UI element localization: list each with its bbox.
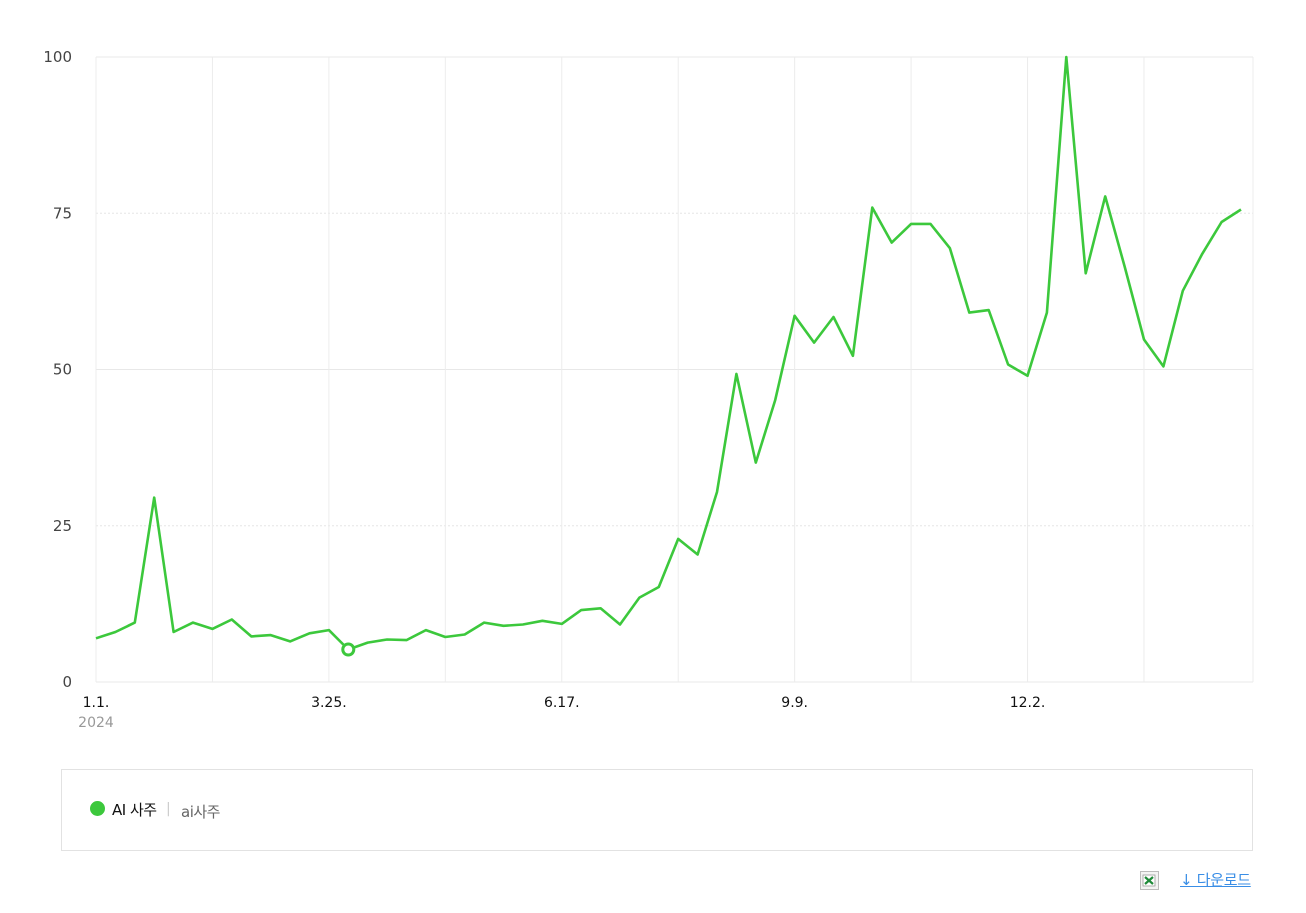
data-point[interactable] xyxy=(1141,337,1147,343)
x-tick-label: 6.17. xyxy=(544,695,580,711)
data-point[interactable] xyxy=(248,633,254,639)
legend-color-dot xyxy=(90,801,105,816)
data-point[interactable] xyxy=(209,626,215,632)
data-point[interactable] xyxy=(93,635,99,641)
data-point[interactable] xyxy=(908,221,914,227)
data-point[interactable] xyxy=(404,637,410,643)
data-point[interactable] xyxy=(365,640,371,646)
data-point[interactable] xyxy=(1180,288,1186,294)
legend-keyword: ai사주 xyxy=(181,803,220,821)
data-point[interactable] xyxy=(986,307,992,313)
data-point[interactable] xyxy=(384,637,390,643)
data-point[interactable] xyxy=(617,622,623,628)
data-point[interactable] xyxy=(481,620,487,626)
data-point[interactable] xyxy=(695,552,701,558)
y-axis: 0 25 50 75 100 xyxy=(43,48,72,691)
data-point[interactable] xyxy=(1063,54,1069,60)
data-point[interactable] xyxy=(966,310,972,316)
data-point[interactable] xyxy=(501,623,507,629)
data-point[interactable] xyxy=(326,627,332,633)
chart-grid xyxy=(95,56,1254,683)
x-axis: 1.1. 3.25. 6.17. 9.9. 12.2. 2024 xyxy=(78,695,1045,731)
data-point[interactable] xyxy=(462,632,468,638)
data-point[interactable] xyxy=(151,495,157,501)
excel-icon[interactable] xyxy=(1140,871,1159,890)
legend: AI 사주 | ai사주 xyxy=(61,769,1253,851)
data-point[interactable] xyxy=(675,536,681,542)
data-point[interactable] xyxy=(753,460,759,466)
data-point[interactable] xyxy=(520,622,526,628)
x-tick-year: 2024 xyxy=(78,715,114,731)
data-point[interactable] xyxy=(1083,270,1089,276)
data-point[interactable] xyxy=(656,584,662,590)
data-point[interactable] xyxy=(869,205,875,211)
x-tick-label: 3.25. xyxy=(311,695,347,711)
data-point[interactable] xyxy=(811,340,817,346)
data-point[interactable] xyxy=(1025,373,1031,379)
data-point[interactable] xyxy=(947,245,953,251)
legend-series-name[interactable]: AI 사주 xyxy=(112,801,157,819)
data-point[interactable] xyxy=(578,607,584,613)
series-line-ai-saju xyxy=(95,55,1242,651)
data-point[interactable] xyxy=(287,638,293,644)
data-point[interactable] xyxy=(229,617,235,623)
data-point[interactable] xyxy=(442,634,448,640)
data-point[interactable] xyxy=(1044,310,1050,316)
y-tick-label: 25 xyxy=(53,517,72,535)
series-layer xyxy=(93,54,1244,657)
x-tick-label: 9.9. xyxy=(781,695,808,711)
data-point[interactable] xyxy=(268,632,274,638)
data-point[interactable] xyxy=(559,621,565,627)
data-point[interactable] xyxy=(1199,251,1205,257)
y-tick-label: 75 xyxy=(53,204,72,222)
data-point[interactable] xyxy=(190,620,196,626)
data-point[interactable] xyxy=(1219,219,1225,225)
data-point[interactable] xyxy=(171,629,177,635)
data-point[interactable] xyxy=(539,618,545,624)
y-tick-label: 50 xyxy=(53,361,72,379)
data-point[interactable] xyxy=(1122,263,1128,269)
data-point[interactable] xyxy=(850,353,856,359)
download-link[interactable]: ↓ 다운로드 xyxy=(1180,871,1251,889)
data-point[interactable] xyxy=(714,489,720,495)
data-point[interactable] xyxy=(636,595,642,601)
highlight-point[interactable] xyxy=(341,642,356,657)
x-tick-label: 12.2. xyxy=(1010,695,1046,711)
data-point[interactable] xyxy=(889,240,895,246)
data-point[interactable] xyxy=(733,371,739,377)
legend-separator: | xyxy=(166,801,171,817)
data-point[interactable] xyxy=(598,605,604,611)
data-point[interactable] xyxy=(112,629,118,635)
data-point[interactable] xyxy=(423,627,429,633)
data-point[interactable] xyxy=(830,314,836,320)
data-point[interactable] xyxy=(132,620,138,626)
line-chart: 0 25 50 75 100 1.1. 3.25. 6.17. 9.9. 12.2. 2024 xyxy=(43,48,1254,731)
data-point[interactable] xyxy=(1005,362,1011,368)
x-tick-label: 1.1. xyxy=(83,695,110,711)
data-point[interactable] xyxy=(1102,193,1108,199)
y-tick-label: 100 xyxy=(43,48,72,66)
data-point[interactable] xyxy=(1238,207,1244,213)
y-tick-label: 0 xyxy=(62,673,72,691)
data-point[interactable] xyxy=(772,397,778,403)
data-point[interactable] xyxy=(306,630,312,636)
data-point[interactable] xyxy=(792,313,798,319)
data-point[interactable] xyxy=(927,221,933,227)
data-point[interactable] xyxy=(1160,363,1166,369)
